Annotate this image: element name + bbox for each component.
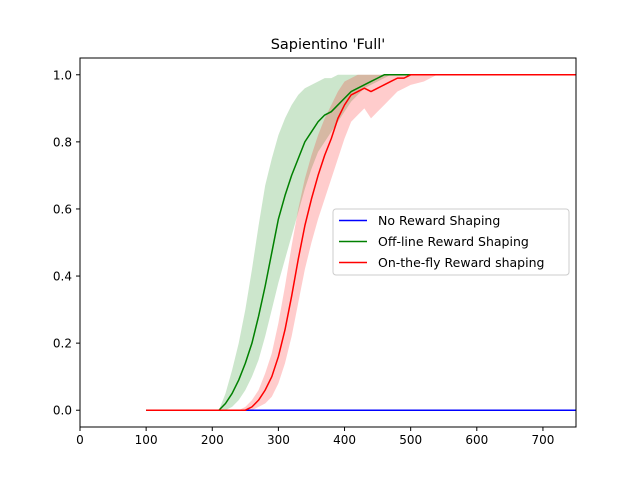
series-band-1 [146,74,576,411]
x-tick-label: 200 [201,433,224,447]
y-tick-label: 1.0 [53,68,72,82]
y-tick-label: 0.6 [53,202,72,216]
x-tick-label: 0 [76,433,84,447]
y-tick-label: 0.0 [53,404,72,418]
series-line-2 [146,74,576,411]
axes-frame [79,57,577,428]
x-tick-label: 600 [465,433,488,447]
legend-label-2: On-the-fly Reward shaping [378,255,544,270]
x-tick-label: 500 [399,433,422,447]
series-line-1 [146,74,576,411]
plot-area [146,74,576,411]
axes: 0 100 200 300 400 500 600 700 0.0 0.2 0.4 0.6 0.8 1.0 [53,57,577,447]
legend-box [332,208,570,276]
y-tick-label: 0.2 [53,337,72,351]
x-tick-label: 300 [267,433,290,447]
x-tick-label: 700 [531,433,554,447]
legend-label-1: Off-line Reward Shaping [378,234,529,249]
x-tick-label: 100 [135,433,158,447]
x-tick-label: 400 [333,433,356,447]
y-tick-label: 0.8 [53,135,72,149]
legend: No Reward Shaping Off-line Reward Shaping… [332,208,570,276]
legend-label-0: No Reward Shaping [378,213,500,228]
y-tick-label: 0.4 [53,270,72,284]
plot-inner [146,74,576,411]
chart-title: Sapientino 'Full' [271,37,386,53]
